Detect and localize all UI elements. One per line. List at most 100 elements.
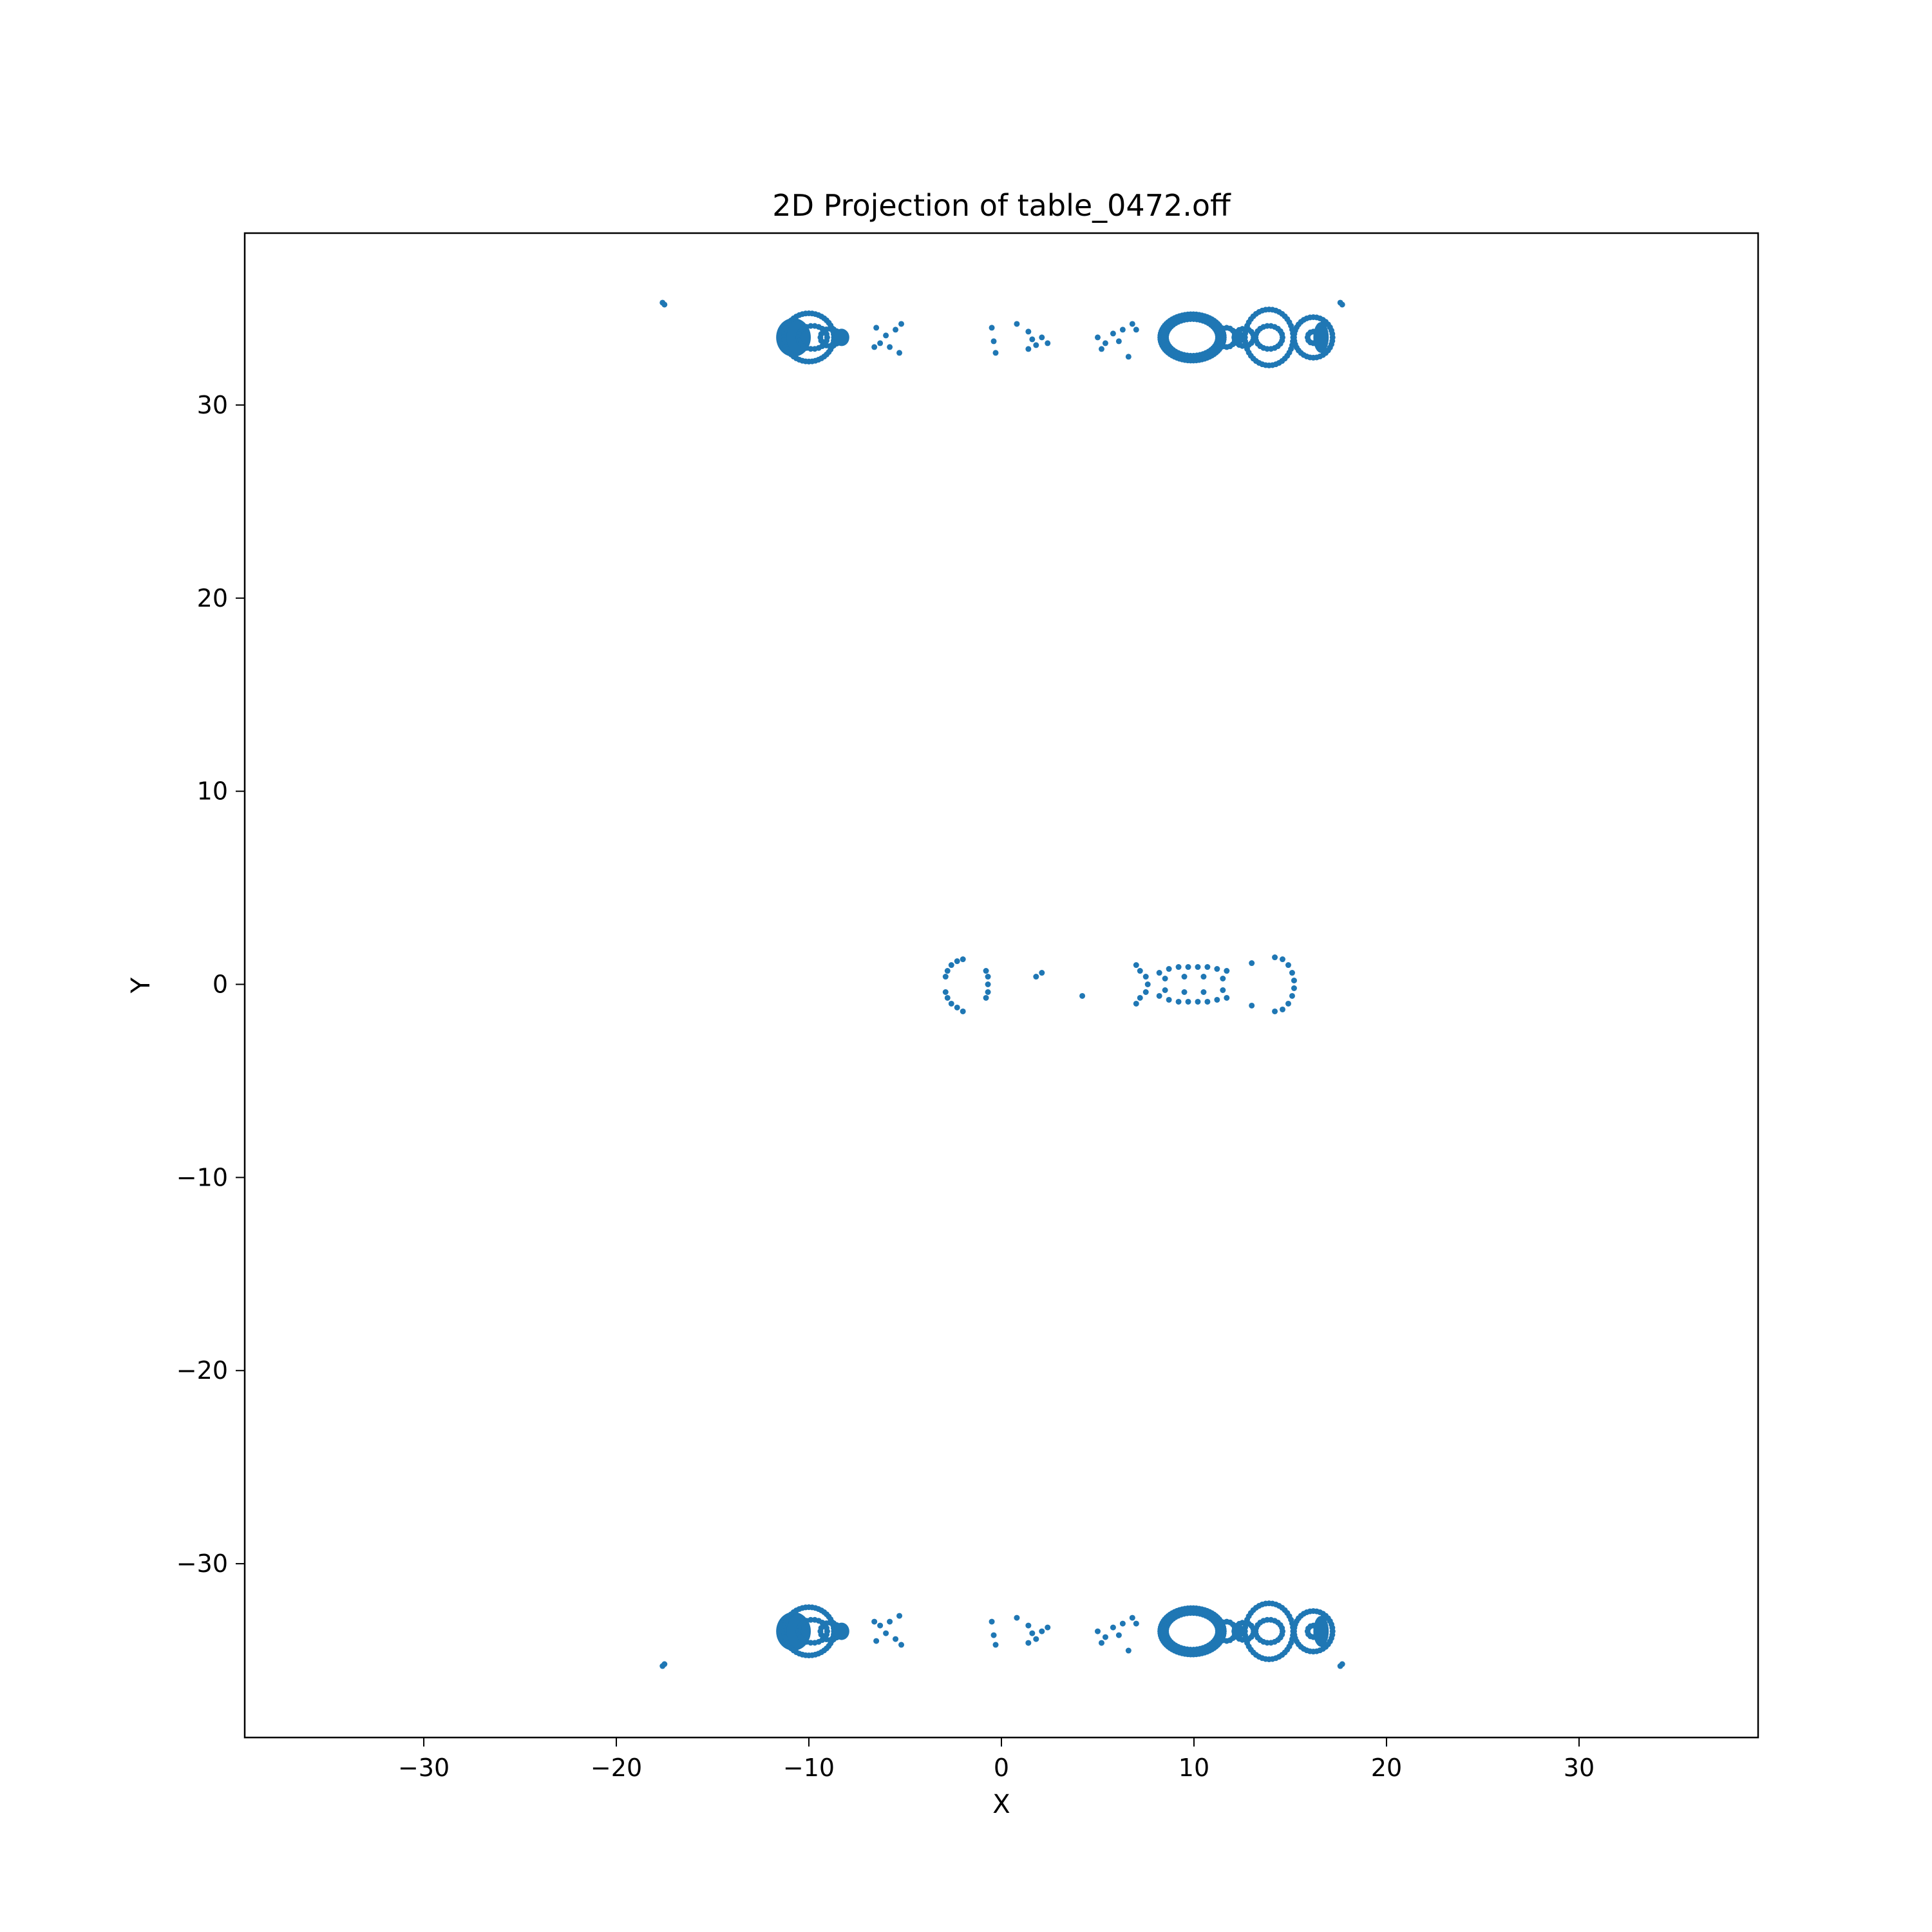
scatter-point: [1279, 1631, 1285, 1638]
scatter-point: [1133, 1000, 1139, 1007]
scatter-point: [1249, 1002, 1255, 1009]
scatter-point: [1033, 1636, 1039, 1642]
scatter-point: [1204, 998, 1211, 1005]
scatter-point: [871, 1618, 878, 1625]
scatter-point: [1129, 321, 1135, 327]
scatter-point: [1214, 966, 1220, 972]
scatter-point-cluster: [833, 1622, 849, 1640]
scatter-point: [954, 958, 960, 965]
y-axis: −30 −20 −10 0 10 20 30: [176, 391, 245, 1578]
scatter-point: [1280, 1006, 1286, 1012]
scatter-point: [808, 346, 814, 352]
scatter-point: [1175, 964, 1182, 971]
scatter-point: [1224, 994, 1230, 1001]
scatter-point: [960, 1008, 966, 1014]
scatter-point: [1339, 1661, 1345, 1667]
scatter-point: [1039, 970, 1045, 976]
scatter-point: [1204, 964, 1211, 971]
scatter-point: [985, 981, 991, 988]
scatter-point: [989, 1618, 995, 1625]
scatter-point: [954, 1004, 960, 1010]
scatter-point: [808, 1640, 814, 1646]
scatter-point: [942, 989, 949, 995]
scatter-point: [887, 1618, 893, 1625]
scatter-point: [1279, 337, 1285, 344]
scatter-point: [1289, 970, 1295, 976]
x-tick-label: −30: [398, 1754, 450, 1782]
x-tick-label: −10: [783, 1754, 835, 1782]
scatter-point: [1119, 1620, 1126, 1627]
scatter-point: [1079, 992, 1086, 999]
scatter-point: [1162, 987, 1168, 993]
scatter-point: [944, 968, 951, 974]
scatter-point: [873, 1638, 880, 1644]
scatter-point: [1119, 327, 1126, 333]
scatter-point: [1025, 328, 1032, 335]
scatter-point: [1156, 992, 1162, 999]
scatter-point: [944, 994, 951, 1001]
scatter-point: [1195, 998, 1201, 1005]
scatter-point: [1142, 974, 1149, 980]
scatter-point: [942, 974, 949, 980]
scatter-point: [1014, 1615, 1020, 1621]
y-tick-label: 20: [197, 584, 228, 612]
scatter-point: [1291, 978, 1297, 984]
scatter-point: [1285, 962, 1291, 969]
scatter-point: [1272, 1008, 1278, 1014]
scatter-point: [1200, 989, 1207, 995]
scatter-point: [1185, 998, 1191, 1005]
scatter-point: [1142, 989, 1149, 995]
scatter-point: [1137, 968, 1143, 974]
scatter-point: [811, 323, 818, 329]
scatter-point: [992, 1642, 999, 1648]
scatter-point: [1137, 994, 1143, 1001]
scatter-point: [1110, 330, 1116, 337]
scatter-point: [1129, 1615, 1135, 1621]
scatter-point: [893, 1636, 899, 1642]
scatter-point: [1033, 974, 1039, 980]
scatter-point: [992, 350, 999, 356]
scatter-point: [877, 340, 884, 346]
scatter-point-cluster: [1313, 1616, 1329, 1647]
scatter-point: [1094, 1628, 1101, 1634]
scatter-point: [1025, 1640, 1032, 1646]
scatter-point: [1220, 976, 1226, 982]
scatter-point: [1175, 998, 1182, 1005]
y-tick-label: −20: [176, 1356, 228, 1385]
x-axis-label: X: [992, 1790, 1010, 1819]
x-tick-label: 20: [1371, 1754, 1402, 1782]
y-tick-label: −30: [176, 1549, 228, 1578]
scatter-point: [1098, 1640, 1104, 1646]
scatter-point: [898, 321, 905, 327]
scatter-point: [1102, 1634, 1108, 1640]
scatter-point: [661, 1661, 668, 1667]
scatter-point: [883, 332, 889, 339]
scatter-point-cluster: [1231, 1624, 1245, 1638]
y-tick-label: 30: [197, 391, 228, 419]
scatter-point: [896, 1613, 903, 1619]
y-tick-label: 0: [213, 971, 228, 999]
scatter-point: [1115, 1632, 1122, 1638]
scatter-point: [1272, 954, 1278, 961]
scatter-point: [1033, 342, 1039, 348]
y-tick-label: −10: [176, 1163, 228, 1191]
scatter-point: [1249, 960, 1255, 967]
scatter-point: [1125, 1647, 1132, 1654]
scatter-point: [1224, 968, 1230, 974]
scatter-point: [811, 1616, 818, 1623]
scatter-point: [985, 989, 991, 995]
scatter-point: [1025, 1622, 1032, 1629]
scatter-point: [983, 968, 989, 974]
scatter-point: [1133, 327, 1139, 333]
scatter-point: [1200, 974, 1207, 980]
x-tick-label: 0: [994, 1754, 1009, 1782]
scatter-point-cluster: [1313, 321, 1329, 353]
scatter-point: [1291, 985, 1297, 991]
scatter-point: [893, 327, 899, 333]
scatter-point: [948, 1000, 954, 1007]
scatter-point: [873, 325, 880, 331]
scatter-point: [960, 956, 966, 963]
scatter-point: [898, 1642, 905, 1648]
scatter-point: [1181, 989, 1188, 995]
scatter-point: [1220, 987, 1226, 993]
